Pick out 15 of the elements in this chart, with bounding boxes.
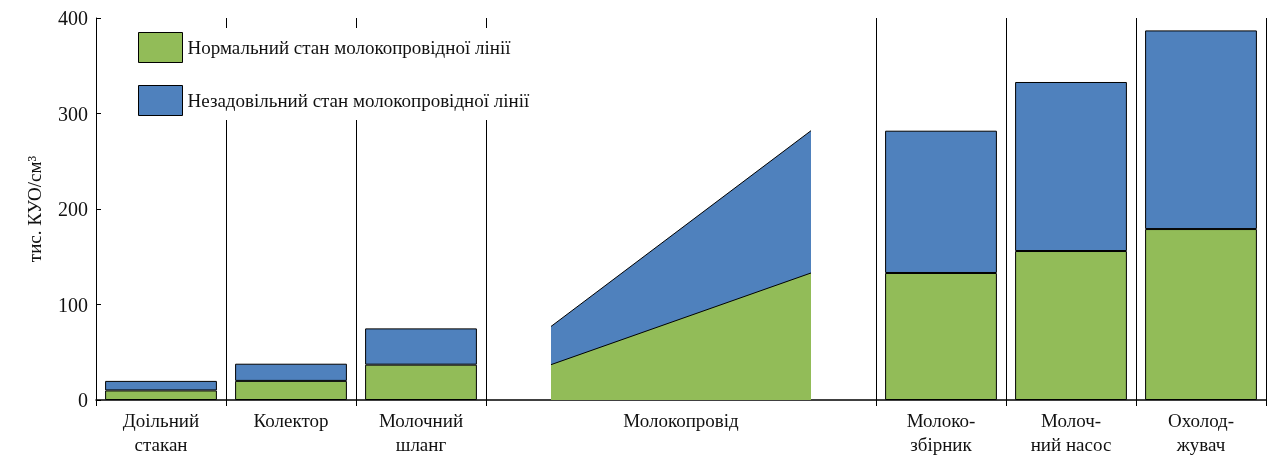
x-tick-label: Охолод-жувач — [1167, 409, 1235, 455]
x-tick-label: Молочний шланг — [378, 409, 464, 455]
x-tick-label: Молоко-збірник — [906, 409, 976, 455]
y-tick-label: 200 — [58, 198, 88, 220]
legend-label: Незадовільний стан молокопровідної лінії — [187, 90, 530, 111]
y-tick-label: 100 — [58, 293, 88, 316]
x-tick-label: Доільний стакан — [122, 409, 200, 455]
y-tick-label: 400 — [58, 7, 88, 29]
y-tick-label: 0 — [78, 389, 88, 411]
x-tick-label: Молокопровід — [623, 409, 740, 431]
legend-label: Нормальний стан молокопровідної лінії — [187, 37, 512, 58]
x-tick-label: Колектор — [253, 409, 329, 431]
y-tick-label: 300 — [58, 102, 88, 125]
x-tick-label: Молоч-ний насос — [1030, 409, 1112, 455]
y-axis-title: тис. КУО/см³ — [24, 155, 45, 263]
